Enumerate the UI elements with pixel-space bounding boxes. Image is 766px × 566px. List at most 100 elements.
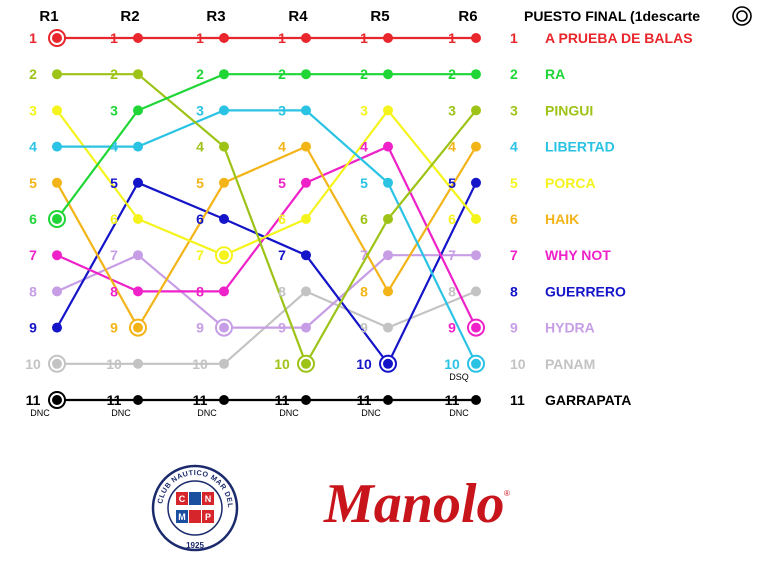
race-header-r3: R3 xyxy=(206,8,225,25)
position-label-pingui-r4: 10 xyxy=(274,356,290,372)
manolo-logo: Manolo ® xyxy=(323,473,510,535)
position-label-a-prueba-de-balas-r5: 1 xyxy=(360,30,368,46)
point-garrapata-r1 xyxy=(52,395,62,405)
point-ra-r5 xyxy=(383,69,393,80)
point-pingui-r4 xyxy=(301,358,311,369)
point-garrapata-r3 xyxy=(219,395,229,405)
annotation-dnc-r5: DNC xyxy=(361,408,381,418)
position-label-porca-r6: 6 xyxy=(448,211,456,227)
club-letter-p: P xyxy=(205,512,211,522)
position-label-why-not-r3: 8 xyxy=(196,283,204,299)
position-label-hydra-r4: 9 xyxy=(278,320,286,336)
position-label-a-prueba-de-balas-r6: 1 xyxy=(448,30,456,46)
position-label-ra-r2: 3 xyxy=(110,102,118,118)
point-garrapata-r5 xyxy=(383,395,393,405)
point-why-not-r6 xyxy=(471,322,481,333)
point-libertad-r4 xyxy=(301,105,311,116)
position-label-a-prueba-de-balas-r2: 1 xyxy=(110,30,118,46)
position-label-libertad-r1: 4 xyxy=(29,139,37,155)
point-panam-r1 xyxy=(52,358,62,369)
position-label-guerrero-r1: 9 xyxy=(29,320,37,336)
point-ra-r2 xyxy=(133,105,143,116)
legend-name-ra: RA xyxy=(545,66,565,82)
position-label-garrapata-r3: 11 xyxy=(193,392,208,408)
legend-name-pingui: PINGUI xyxy=(545,102,593,118)
series-line-haik xyxy=(56,145,477,330)
series-line-ra xyxy=(56,73,476,220)
position-label-libertad-r5: 5 xyxy=(360,175,368,191)
point-pingui-r3 xyxy=(219,141,229,152)
race-header-r2: R2 xyxy=(120,8,139,25)
annotation-dnc-r4: DNC xyxy=(279,408,299,418)
legend-position-8: 8 xyxy=(510,283,518,299)
legend-name-haik: HAIK xyxy=(545,211,579,227)
point-libertad-r1 xyxy=(52,141,62,152)
position-label-ra-r3: 2 xyxy=(196,66,204,82)
annotation-dnc-r1: DNC xyxy=(30,408,50,418)
legend-position-6: 6 xyxy=(510,211,518,227)
position-label-hydra-r3: 9 xyxy=(196,320,204,336)
point-guerrero-r4 xyxy=(301,250,311,261)
point-ra-r3 xyxy=(219,69,229,80)
position-label-ra-r6: 2 xyxy=(448,66,456,82)
point-haik-r4 xyxy=(301,141,311,152)
position-label-pingui-r1: 2 xyxy=(29,66,37,82)
position-label-pingui-r6: 3 xyxy=(448,102,456,118)
position-label-panam-r2: 10 xyxy=(106,356,122,372)
annotation-dnc-r3: DNC xyxy=(197,408,217,418)
point-guerrero-r5 xyxy=(383,358,393,369)
position-label-haik-r2: 9 xyxy=(110,320,118,336)
point-guerrero-r6 xyxy=(471,177,481,188)
point-porca-r2 xyxy=(133,214,143,224)
point-porca-r1 xyxy=(52,105,62,116)
point-a-prueba-de-balas-r3 xyxy=(219,33,229,43)
point-pingui-r2 xyxy=(133,69,143,80)
point-haik-r3 xyxy=(219,177,229,188)
point-libertad-r3 xyxy=(219,105,229,116)
position-label-haik-r1: 5 xyxy=(29,175,37,191)
point-ra-r1 xyxy=(52,214,62,224)
point-panam-r6 xyxy=(471,286,481,297)
position-label-guerrero-r2: 5 xyxy=(110,175,118,191)
position-label-ra-r4: 2 xyxy=(278,66,286,82)
position-label-guerrero-r6: 5 xyxy=(448,175,456,191)
position-label-why-not-r2: 8 xyxy=(110,283,118,299)
point-hydra-r3 xyxy=(219,322,229,333)
point-guerrero-r3 xyxy=(219,214,229,224)
legend-name-guerrero: GUERRERO xyxy=(545,283,626,299)
legend-name-panam: PANAM xyxy=(545,356,595,372)
position-label-hydra-r1: 8 xyxy=(29,283,37,299)
position-label-porca-r1: 3 xyxy=(29,102,37,118)
race-header-r1: R1 xyxy=(39,8,58,25)
point-haik-r1 xyxy=(52,177,62,188)
position-label-why-not-r1: 7 xyxy=(29,247,37,263)
legend-name-why-not: WHY NOT xyxy=(545,247,611,263)
point-haik-r6 xyxy=(471,141,481,152)
legend-position-11: 11 xyxy=(510,392,525,408)
series-line-guerrero xyxy=(56,181,477,366)
legend-position-4: 4 xyxy=(510,139,518,155)
position-label-porca-r2: 6 xyxy=(110,211,118,227)
legend-name-a-prueba-de-balas: A PRUEBA DE BALAS xyxy=(545,30,693,46)
position-label-panam-r5: 9 xyxy=(360,320,368,336)
club-nautico-logo: CLUB NAUTICO MAR DEL PLATA 1925 C N M P xyxy=(150,462,239,552)
point-pingui-r5 xyxy=(383,214,393,224)
point-panam-r5 xyxy=(383,322,393,333)
position-label-hydra-r6: 7 xyxy=(448,247,456,263)
club-year-text: 1925 xyxy=(186,541,204,550)
club-letter-c: C xyxy=(179,494,186,504)
point-panam-r2 xyxy=(133,358,143,369)
legend-title: PUESTO FINAL (1descarte xyxy=(524,8,700,24)
position-label-pingui-r2: 2 xyxy=(110,66,118,82)
point-garrapata-r4 xyxy=(301,395,311,405)
point-panam-r4 xyxy=(301,286,311,297)
position-label-a-prueba-de-balas-r1: 1 xyxy=(29,30,37,46)
position-label-haik-r4: 4 xyxy=(278,139,286,155)
position-label-porca-r3: 7 xyxy=(196,247,204,263)
position-label-guerrero-r3: 6 xyxy=(196,211,204,227)
point-why-not-r3 xyxy=(219,286,229,297)
sponsor-name: Manolo xyxy=(323,473,505,535)
legend-position-9: 9 xyxy=(510,320,518,336)
annotation-dnc-r2: DNC xyxy=(111,408,131,418)
